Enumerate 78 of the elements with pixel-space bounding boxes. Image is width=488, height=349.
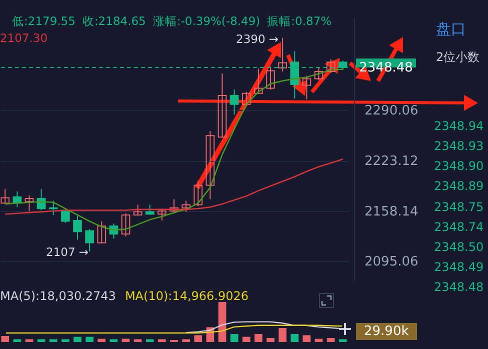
bar [1,336,10,342]
text: 2348.93 [434,139,484,153]
bar [146,339,154,342]
bar [242,336,250,342]
text: 盘口 [436,20,466,38]
text: 2348.89 [434,179,484,193]
candlestick [266,66,275,90]
annotation: 2107.30 [0,31,48,45]
bar [98,338,106,342]
bar [86,336,94,342]
y-tick-label: 2158.14 [364,204,418,220]
text: 2位小数 [436,50,480,64]
bar [194,335,202,342]
candlestick [326,58,336,74]
text: 2348.90 [434,159,484,173]
candlestick [218,73,227,138]
y-tick-label: 2223.12 [364,154,418,170]
candlestick [61,210,70,224]
candlestick [73,215,82,240]
annotation: 低:2179.55 [12,14,76,29]
bar [37,339,46,342]
candlestick [290,50,300,99]
bar [326,338,335,342]
bar [182,339,190,342]
candlestick [278,37,287,72]
bar [110,339,118,342]
candlestick [170,198,178,214]
line-series [4,158,344,215]
candlestick [182,200,190,212]
bar [278,328,286,342]
candlestick [48,200,58,216]
candlestick [242,91,251,106]
annotation: 2107 → [46,245,89,259]
candlestick [302,75,312,100]
text: 2348.48 [434,280,484,294]
annotation: 振幅:0.87% [267,14,332,29]
candlestick [314,66,324,81]
text: 29.90k [356,323,417,340]
bar [230,334,238,342]
annotation: 2390 → [236,32,279,46]
text: 2348.75 [434,200,484,214]
bar [254,334,262,342]
text: 2348.50 [434,240,484,254]
text: 2348.94 [434,119,484,133]
candlestick [338,60,348,71]
annotation: 收:2184.65 [82,14,146,29]
candlestick [145,204,154,215]
text: 2348.74 [434,220,484,234]
candlestick [121,212,130,237]
bar [134,339,142,342]
candlestick [97,220,106,244]
bar [314,338,323,342]
bar [158,339,166,342]
candlestick [24,194,34,212]
candlestick [133,204,142,216]
bar [290,334,299,342]
text: 2348.49 [434,260,484,274]
bar [49,339,58,342]
candlestick [206,130,215,200]
candlestick [230,89,239,116]
annotation: 涨幅:-0.39%(-8.49) [152,14,260,29]
bar [122,338,130,342]
candlestick [0,188,10,204]
bar [266,338,274,342]
bar [25,339,34,342]
candlestick [194,180,203,207]
bar [302,335,311,342]
text: MA(5):18,030.2743 [0,289,116,303]
series-label: MA(10):14,966.9026 [124,289,249,303]
y-tick-label: 2095.06 [364,254,418,270]
bar [13,339,22,342]
bar [74,336,82,342]
candlestick [158,208,166,221]
bar [62,339,70,342]
candlestick [254,68,263,94]
bar [338,339,347,342]
y-tick-label: 2290.06 [364,104,418,119]
bar [218,302,226,342]
